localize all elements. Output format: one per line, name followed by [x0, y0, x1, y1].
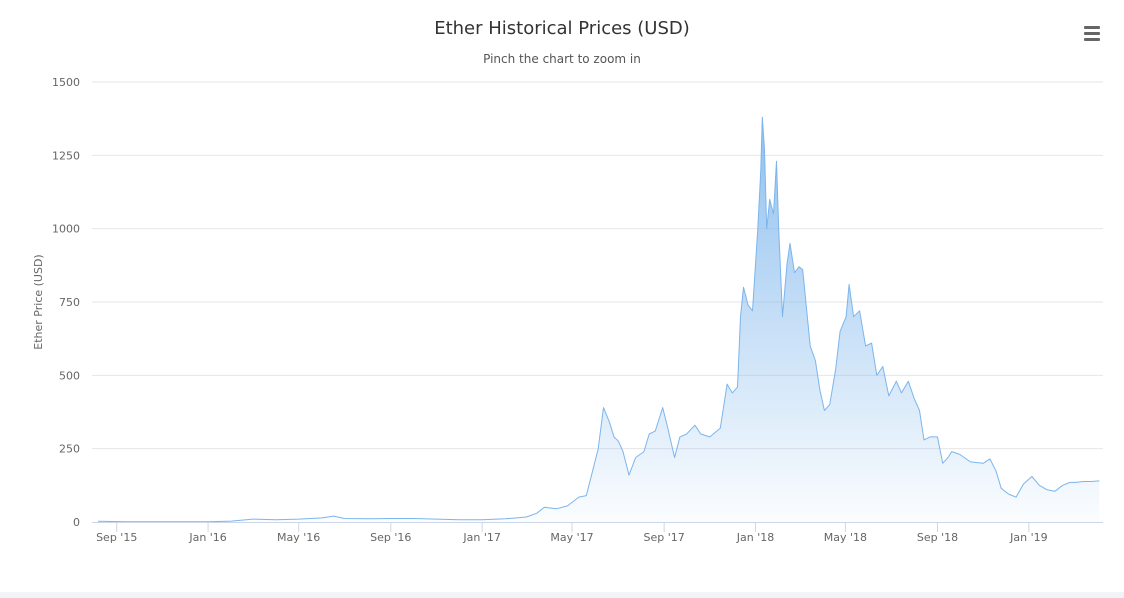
y-tick-label: 500: [59, 369, 80, 382]
x-tick-label: Jan '17: [462, 531, 500, 544]
x-tick-label: Jan '19: [1009, 531, 1047, 544]
x-tick-label: Sep '15: [96, 531, 137, 544]
y-tick-label: 250: [59, 443, 80, 456]
y-tick-label: 1500: [52, 76, 80, 89]
x-tick-label: May '17: [550, 531, 593, 544]
x-tick-label: Sep '17: [644, 531, 685, 544]
y-axis-title: Ether Price (USD): [32, 254, 45, 349]
y-tick-label: 750: [59, 296, 80, 309]
chart-subtitle: Pinch the chart to zoom in: [483, 52, 641, 66]
y-tick-label: 1250: [52, 149, 80, 162]
chart-title: Ether Historical Prices (USD): [434, 18, 690, 39]
x-tick-label: Jan '16: [188, 531, 226, 544]
x-tick-label: May '16: [277, 531, 320, 544]
x-tick-label: May '18: [824, 531, 867, 544]
chart-menu-button[interactable]: [1080, 24, 1104, 42]
y-tick-label: 1000: [52, 223, 80, 236]
x-tick-label: Sep '16: [370, 531, 411, 544]
axes: 0 250 500 750 1000 1250 1500 Sep '15 Jan '16 May …: [52, 76, 1103, 544]
x-tick-label: Jan '18: [736, 531, 774, 544]
series-layer: [97, 116, 1100, 523]
price-line: [97, 116, 1100, 523]
bottom-strip: [0, 592, 1124, 598]
price-area: [98, 117, 1100, 522]
x-tick-label: Sep '18: [917, 531, 958, 544]
grid-lines: [92, 81, 1103, 450]
y-tick-label: 0: [73, 516, 80, 529]
